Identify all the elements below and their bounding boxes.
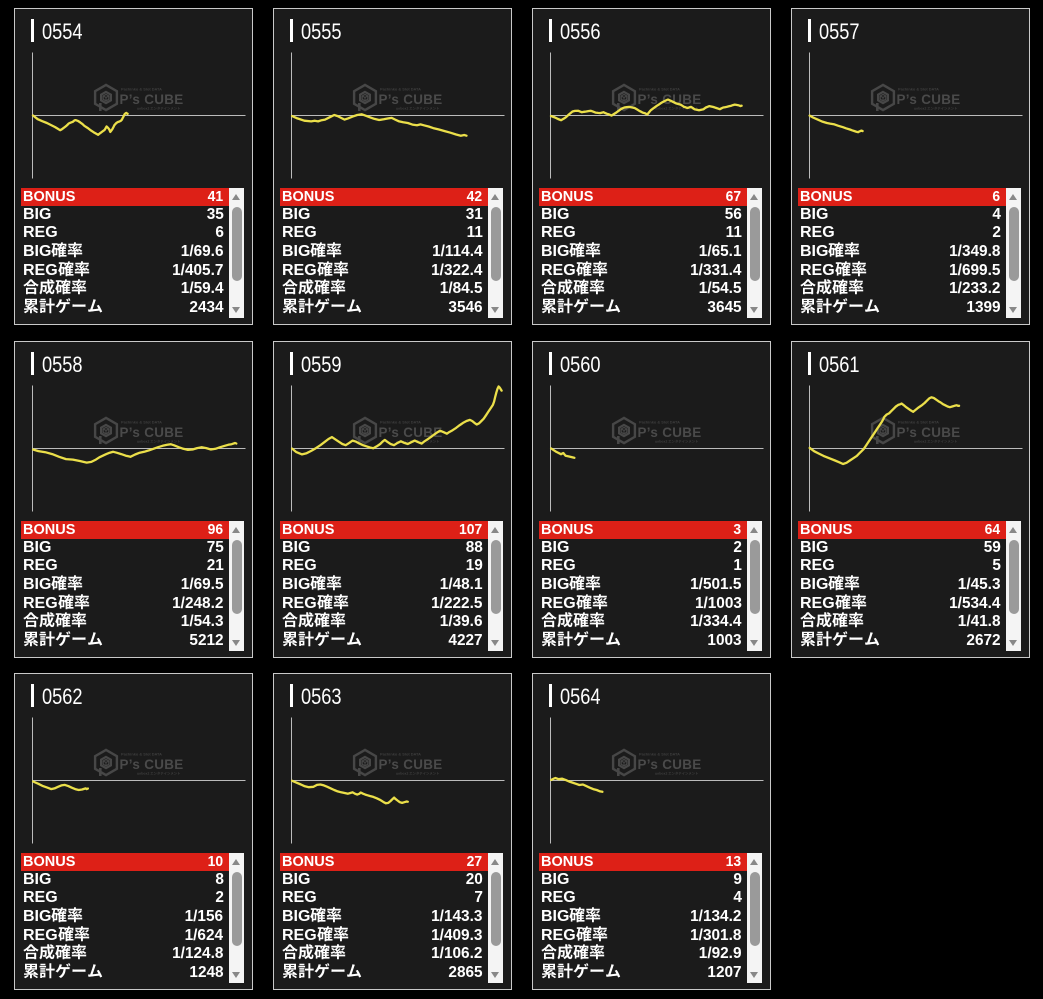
svg-text:Pachinko & Slot DATA: Pachinko & Slot DATA <box>898 87 939 92</box>
svg-text:Pachinko & Slot DATA: Pachinko & Slot DATA <box>380 752 421 757</box>
svg-text:P’s CUBE: P’s CUBE <box>897 425 961 440</box>
svg-text:Pachinko & Slot DATA: Pachinko & Slot DATA <box>121 420 162 425</box>
svg-text:Pachinko & Slot DATA: Pachinko & Slot DATA <box>639 420 680 425</box>
svg-text:P’s CUBE: P’s CUBE <box>379 757 443 772</box>
svg-text:Pachinko & Slot DATA: Pachinko & Slot DATA <box>380 87 421 92</box>
svg-text:P’s CUBE: P’s CUBE <box>638 425 702 440</box>
svg-text:P’s CUBE: P’s CUBE <box>379 92 443 107</box>
svg-text:P’s CUBE: P’s CUBE <box>638 757 702 772</box>
svg-text:Pachinko & Slot DATA: Pachinko & Slot DATA <box>639 752 680 757</box>
svg-text:Pachinko & Slot DATA: Pachinko & Slot DATA <box>380 420 421 425</box>
svg-text:P’s CUBE: P’s CUBE <box>897 92 961 107</box>
svg-text:P’s CUBE: P’s CUBE <box>120 757 184 772</box>
svg-text:Pachinko & Slot DATA: Pachinko & Slot DATA <box>898 420 939 425</box>
svg-text:Pachinko & Slot DATA: Pachinko & Slot DATA <box>121 87 162 92</box>
svg-text:P’s CUBE: P’s CUBE <box>120 92 184 107</box>
svg-text:P’s CUBE: P’s CUBE <box>379 425 443 440</box>
svg-text:P’s CUBE: P’s CUBE <box>120 425 184 440</box>
svg-text:Pachinko & Slot DATA: Pachinko & Slot DATA <box>639 87 680 92</box>
svg-text:Pachinko & Slot DATA: Pachinko & Slot DATA <box>121 752 162 757</box>
